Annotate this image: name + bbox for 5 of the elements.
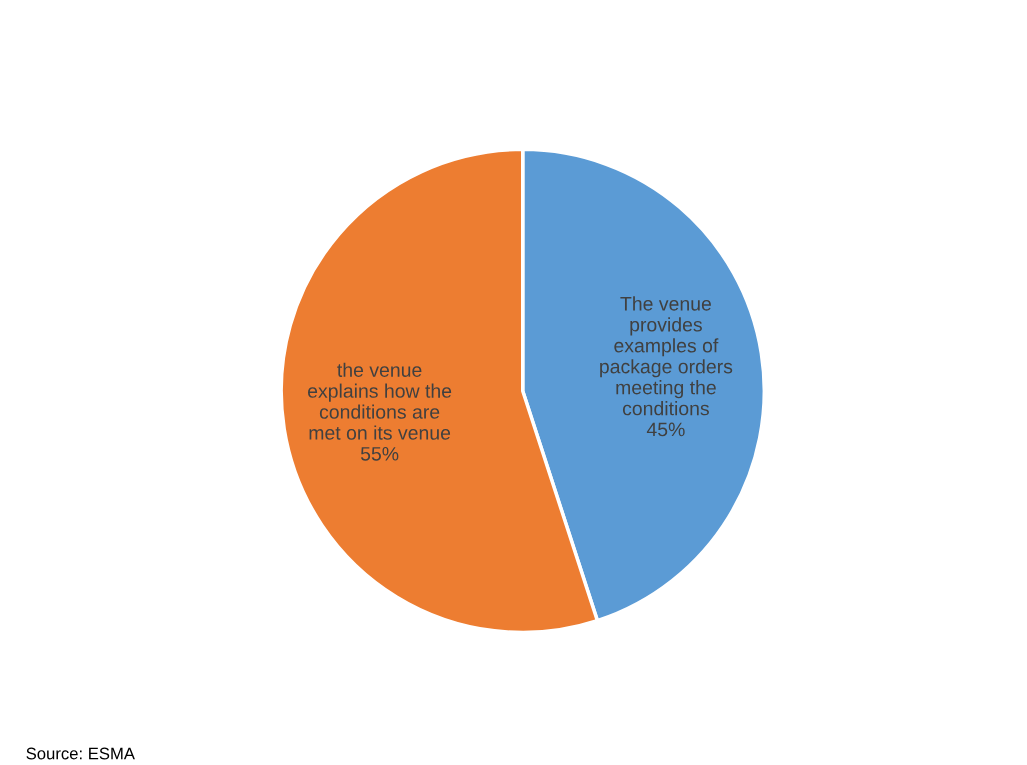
data-label: 55% — [360, 447, 399, 461]
source-note: Source: ESMA — [26, 747, 135, 760]
slice-label: the venue explains how the conditions are met on its venue — [308, 362, 452, 440]
data-label: 45% — [646, 422, 685, 437]
slice-label: The venue provides examples of package orders meeting the conditions — [600, 296, 733, 416]
